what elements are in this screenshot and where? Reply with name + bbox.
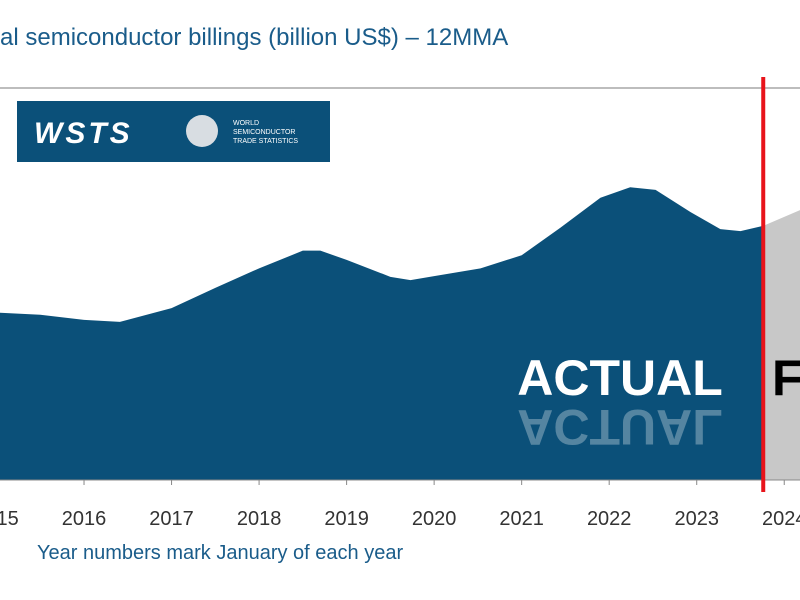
series-label: F [772,350,800,406]
logo-tagline: WORLD [233,120,259,127]
logo-tagline: SEMICONDUCTOR [233,129,295,136]
logo-tagline: TRADE STATISTICS [233,138,298,145]
x-tick-label: 2016 [62,508,107,530]
logo-box [17,101,330,162]
x-tick-label: 2020 [412,508,457,530]
x-tick-label: 2022 [587,508,632,530]
x-tick-label: 2018 [237,508,282,530]
x-tick-label: 2015 [0,508,19,530]
x-tick-label: 2023 [674,508,719,530]
x-tick-label: 2019 [324,508,369,530]
subtitle: Year numbers mark January of each year [37,542,403,564]
area [0,187,764,480]
chart-title: al semiconductor billings (billion US$) … [0,24,508,51]
logo-globe [186,115,218,147]
area [763,210,800,480]
x-tick-label: 2017 [149,508,194,530]
series-label: ACTUAL [517,350,723,406]
logo-name: WSTS [34,117,133,150]
series-label-reflection: ACTUAL [517,399,723,455]
x-tick-label: 2024 [762,508,800,530]
logo: WSTS WORLD SEMICONDUCTOR TRADE STATISTIC… [17,101,330,162]
x-tick-label: 2021 [499,508,544,530]
